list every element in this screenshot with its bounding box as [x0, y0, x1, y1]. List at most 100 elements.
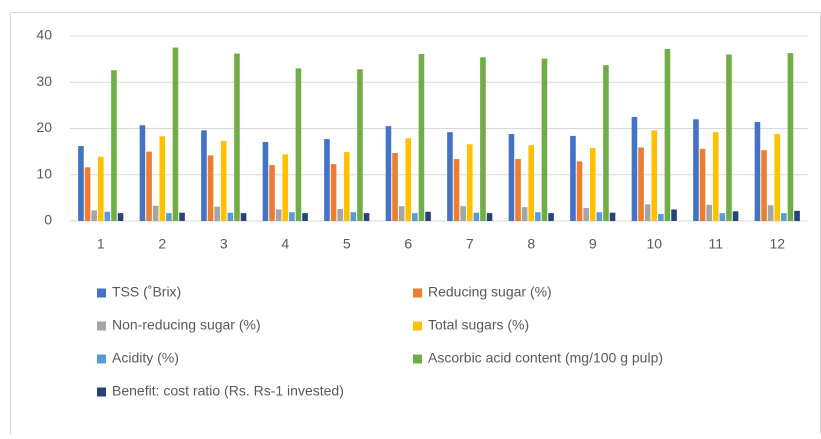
legend-label: Reducing sugar (%)	[428, 284, 552, 300]
bar	[466, 144, 473, 221]
bar	[84, 167, 91, 221]
bar	[302, 213, 308, 221]
bar	[363, 213, 370, 221]
bar	[227, 212, 234, 221]
bar	[651, 130, 658, 221]
bar	[398, 206, 405, 221]
bar	[289, 212, 295, 221]
bar	[473, 212, 480, 221]
bar	[521, 207, 528, 221]
bar	[201, 130, 207, 221]
bar	[240, 213, 247, 221]
bar	[638, 147, 644, 221]
bar	[761, 150, 767, 221]
bar	[392, 153, 398, 221]
bar	[486, 213, 493, 221]
bar	[234, 53, 240, 222]
bar	[350, 212, 357, 221]
bar	[262, 141, 269, 221]
bar	[508, 134, 515, 221]
bar	[91, 210, 97, 221]
bar	[418, 54, 425, 221]
bar	[412, 213, 418, 221]
x-tick-label: 5	[343, 236, 351, 252]
bar	[282, 154, 289, 221]
bar	[589, 147, 596, 221]
x-tick-label: 7	[466, 236, 474, 252]
bar	[658, 214, 664, 221]
x-tick-label: 1	[97, 236, 105, 252]
x-tick-label: 4	[281, 236, 289, 252]
bar	[324, 139, 330, 221]
legend-swatch	[97, 321, 106, 331]
bar	[535, 212, 541, 221]
x-tick-label: 8	[527, 236, 535, 252]
bar	[631, 116, 638, 221]
y-tick-label: 30	[36, 73, 52, 89]
bar	[139, 125, 146, 221]
bar	[104, 211, 111, 221]
bar	[664, 48, 671, 222]
x-tick-label: 6	[404, 236, 412, 252]
y-tick-label: 0	[44, 212, 52, 228]
bar	[111, 70, 117, 221]
y-tick-label: 40	[36, 27, 52, 43]
bar	[405, 138, 412, 221]
legend-label: Non-reducing sugar (%)	[112, 317, 261, 333]
bar	[425, 211, 431, 221]
bar	[207, 155, 214, 221]
bar	[603, 65, 609, 221]
bar	[343, 152, 350, 221]
x-tick-label: 11	[708, 236, 723, 252]
bar	[447, 132, 453, 221]
bar	[159, 136, 166, 221]
bar	[787, 53, 794, 221]
bar	[97, 156, 104, 221]
bar	[548, 213, 554, 221]
bar	[166, 213, 172, 221]
bar	[385, 126, 392, 221]
bar	[726, 54, 732, 221]
bar	[152, 205, 159, 221]
bar	[78, 146, 84, 221]
y-tick-label: 10	[36, 165, 52, 181]
chart-frame	[10, 12, 821, 439]
bar	[576, 161, 583, 221]
bar	[693, 119, 699, 221]
bar	[117, 213, 124, 221]
bar	[453, 159, 460, 221]
legend-label: Ascorbic acid content (mg/100 g pulp)	[428, 350, 663, 366]
x-tick-label: 12	[769, 236, 785, 252]
bar	[357, 69, 363, 221]
bar	[515, 159, 521, 221]
legend-swatch	[413, 354, 422, 364]
bar	[767, 205, 774, 221]
bar	[754, 122, 761, 221]
bar	[337, 208, 343, 221]
legend-swatch	[413, 321, 422, 331]
bar	[269, 165, 275, 221]
x-tick-label: 10	[646, 236, 662, 252]
bar	[609, 212, 616, 221]
x-tick-label: 9	[589, 236, 597, 252]
bar	[781, 213, 787, 221]
bar	[712, 132, 719, 221]
legend-label: Total sugars (%)	[428, 317, 529, 333]
x-tick-label: 2	[158, 236, 166, 252]
legend-label: TSS (˚Brix)	[112, 284, 181, 300]
legend-swatch	[97, 288, 106, 298]
legend-swatch	[413, 288, 422, 298]
bar	[699, 148, 706, 221]
bar	[220, 140, 227, 221]
bar	[275, 209, 282, 221]
bar	[480, 57, 486, 222]
x-tick-label: 3	[220, 236, 228, 252]
bar	[146, 151, 152, 221]
legend-swatch	[97, 387, 106, 397]
bar	[774, 134, 781, 221]
legend-swatch	[97, 354, 106, 364]
bar	[528, 145, 535, 221]
bar	[706, 204, 712, 221]
bar	[179, 212, 185, 221]
legend-label: Acidity (%)	[112, 350, 179, 366]
